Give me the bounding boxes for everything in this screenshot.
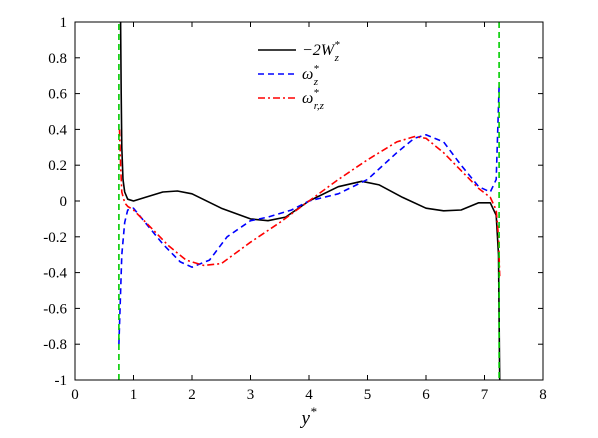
x-tick-label: 1 [130,387,138,403]
x-axis-label: y* [300,404,317,429]
x-tick-label: 0 [71,387,79,403]
legend-entry: ω* r,z [302,87,325,112]
x-tick-label: 5 [364,387,372,403]
y-tick-label: 0 [60,194,68,210]
x-tick-label: 2 [188,387,196,403]
y-tick-label: -0.8 [43,337,67,353]
legend-entry: ω* z [302,63,319,88]
legend: −2W* zω* zω* r,z [258,39,340,112]
x-tick-label: 3 [247,387,255,403]
y-tick-label: -0.4 [43,266,67,282]
x-axis-label-sup: * [310,404,317,419]
ticks-layer: 0 1 2 3 4 5 6 7 8 -1 -0.8 -0.6 -0.4 -0.2 0 0.2 0.4 0.6 0.8… [43,15,547,403]
y-tick-label: -0.6 [43,301,67,317]
y-tick-label: 0.2 [48,158,67,174]
series-line-1 [119,21,501,381]
legend-entry: −2W* z [302,39,340,64]
y-tick-label: -0.2 [43,230,67,246]
y-tick-label: 1 [60,15,68,31]
y-tick-label: -1 [55,373,68,389]
y-tick-label: 0.8 [48,51,67,67]
y-tick-label: 0.4 [48,122,67,138]
x-tick-label: 4 [305,387,313,403]
x-tick-label: 6 [422,387,430,403]
series-layer [118,21,501,381]
x-axis-label-main: y [300,408,311,429]
y-tick-label: 0.6 [48,87,67,103]
x-tick-label: 8 [539,387,547,403]
series-line-2 [118,86,500,345]
series-line-3 [118,129,501,277]
x-tick-label: 7 [481,387,489,403]
